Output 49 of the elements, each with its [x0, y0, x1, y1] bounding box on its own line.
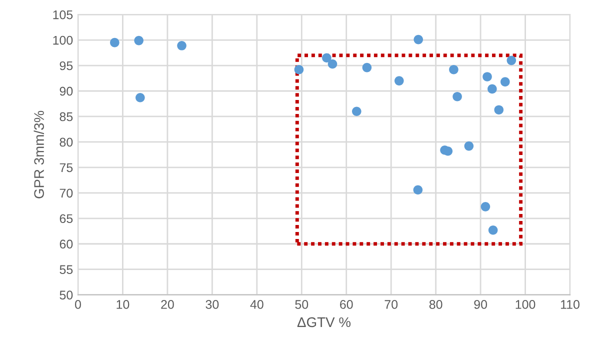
- point: [488, 84, 497, 94]
- point: [482, 72, 492, 82]
- point: [464, 141, 474, 151]
- point: [352, 106, 362, 116]
- y-tick-label: 50: [60, 290, 73, 300]
- y-tick-label: 75: [60, 163, 73, 172]
- point: [452, 92, 462, 102]
- y-tick-label: 80: [60, 138, 73, 147]
- x-tick-label: 80: [429, 300, 442, 309]
- point: [110, 38, 120, 48]
- x-tick-label: 10: [116, 300, 130, 309]
- point: [322, 53, 332, 63]
- point: [488, 225, 498, 235]
- y-tick-label: 95: [60, 61, 73, 70]
- y-tick-label: 60: [60, 240, 73, 249]
- x-axis-title: ΔGTV %: [297, 317, 351, 328]
- point: [480, 202, 490, 212]
- x-tick-label: 90: [474, 300, 488, 309]
- y-tick-label: 70: [60, 188, 73, 198]
- point: [177, 40, 186, 50]
- y-tick-label: 65: [60, 214, 73, 224]
- point: [414, 34, 424, 44]
- point: [134, 36, 144, 46]
- y-tick-label: 105: [53, 10, 73, 20]
- point: [500, 77, 510, 86]
- x-tick-label: 40: [250, 300, 264, 309]
- point: [328, 59, 338, 69]
- x-tick-label: 110: [560, 300, 580, 309]
- y-tick-label: 85: [60, 112, 73, 122]
- point: [413, 185, 423, 195]
- point: [362, 62, 372, 72]
- x-tick-label: 100: [516, 300, 536, 309]
- y-axis-title: GPR 3mm/3%: [34, 110, 44, 198]
- point: [394, 76, 404, 86]
- x-tick-label: 50: [295, 300, 308, 309]
- point: [449, 64, 458, 74]
- y-tick-label: 55: [60, 265, 73, 274]
- y-tick-label: 90: [60, 86, 73, 96]
- x-tick-label: 30: [206, 300, 219, 309]
- x-tick-label: 60: [340, 300, 353, 309]
- y-tick-label: 100: [53, 36, 73, 45]
- point: [494, 105, 504, 115]
- x-tick-label: 20: [161, 300, 174, 309]
- point: [506, 56, 516, 66]
- x-tick-label: 0: [75, 300, 81, 309]
- point: [443, 146, 453, 156]
- point: [136, 92, 145, 102]
- x-tick-label: 70: [384, 300, 398, 309]
- point: [294, 64, 304, 74]
